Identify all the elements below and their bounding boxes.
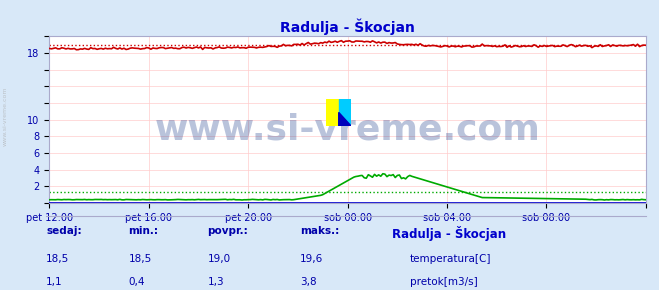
Text: sedaj:: sedaj: (46, 226, 82, 236)
Bar (326, 99, 339, 126)
Text: 19,6: 19,6 (300, 254, 323, 264)
Text: Radulja - Škocjan: Radulja - Škocjan (392, 226, 506, 241)
Polygon shape (339, 112, 351, 126)
Text: povpr.:: povpr.: (208, 226, 248, 236)
Text: 3,8: 3,8 (300, 277, 316, 287)
Text: 18,5: 18,5 (46, 254, 69, 264)
Text: pretok[m3/s]: pretok[m3/s] (410, 277, 478, 287)
Text: min.:: min.: (129, 226, 159, 236)
Text: 1,3: 1,3 (208, 277, 224, 287)
Text: www.si-vreme.com: www.si-vreme.com (155, 113, 540, 147)
Title: Radulja - Škocjan: Radulja - Škocjan (280, 19, 415, 35)
Text: 0,4: 0,4 (129, 277, 145, 287)
Bar (339, 99, 351, 126)
Text: www.si-vreme.com: www.si-vreme.com (3, 86, 8, 146)
Text: maks.:: maks.: (300, 226, 339, 236)
Text: 1,1: 1,1 (46, 277, 63, 287)
Text: 18,5: 18,5 (129, 254, 152, 264)
Text: 19,0: 19,0 (208, 254, 231, 264)
Text: temperatura[C]: temperatura[C] (410, 254, 492, 264)
